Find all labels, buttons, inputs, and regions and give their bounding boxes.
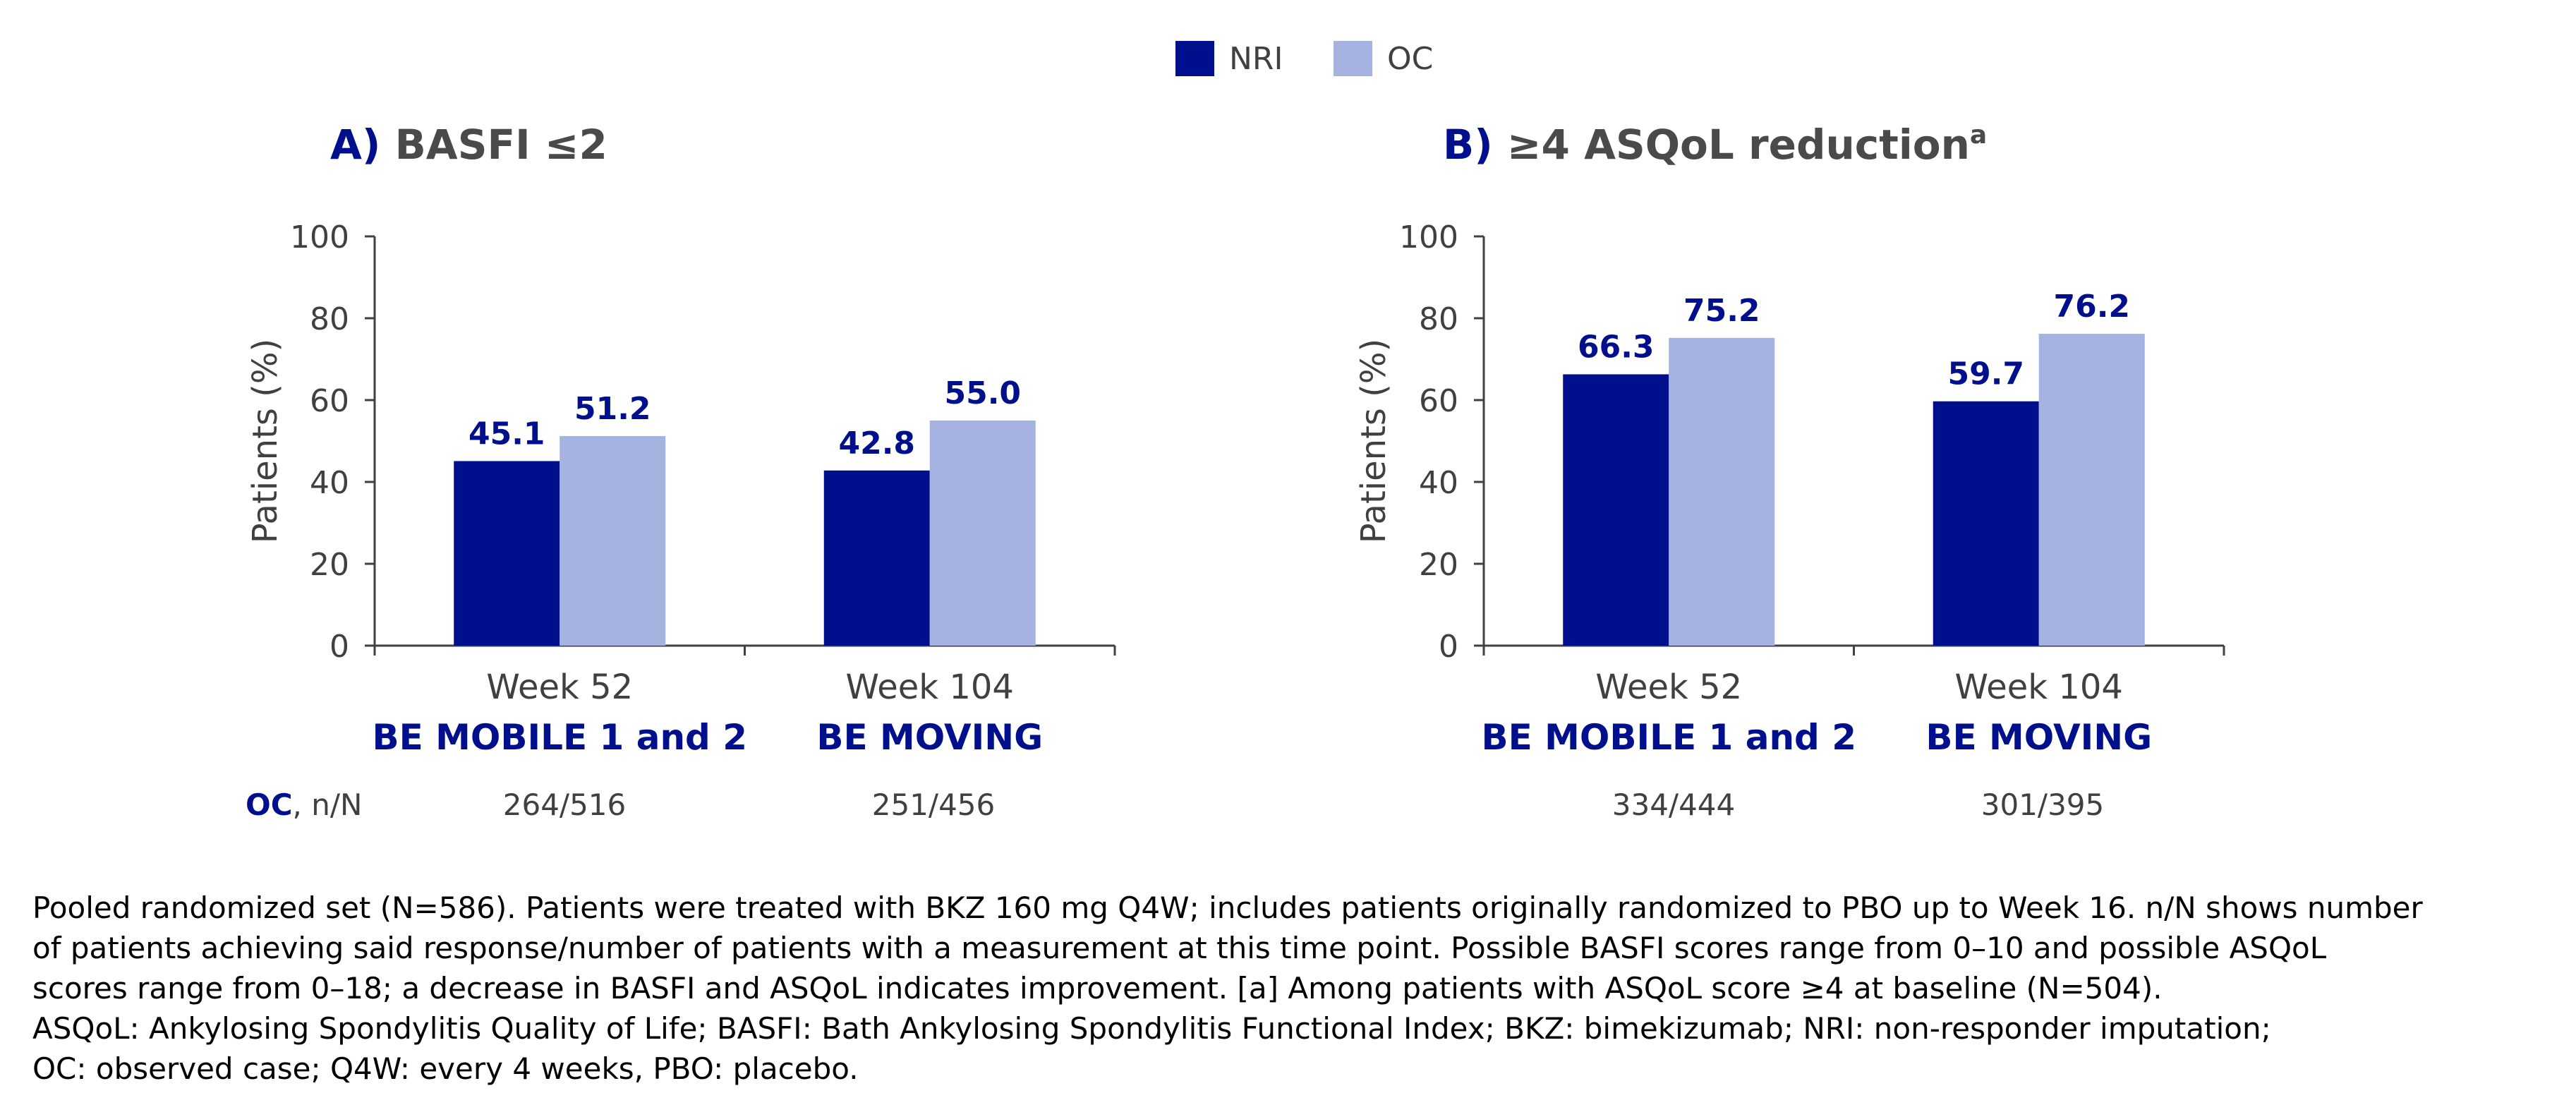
legend: NRI OC	[1175, 41, 1433, 77]
y-tick-label: 40	[1419, 465, 1458, 501]
y-tick-label: 60	[1419, 383, 1458, 419]
footnote-line: Pooled randomized set (N=586). Patients …	[32, 890, 2423, 925]
oc-count: 264/516	[503, 787, 626, 822]
panel-letter: B)	[1443, 121, 1507, 169]
footnote-line: ASQoL: Ankylosing Spondylitis Quality of…	[32, 1011, 2271, 1046]
category-group-label: BE MOBILE 1 and 2	[372, 717, 747, 758]
y-tick-label: 0	[1439, 629, 1458, 665]
panel-a-chart: A) BASFI ≤2 Patients (%) 0 20 40 60 80 100 45.1 5…	[246, 121, 1116, 758]
footnote-line: scores range from 0–18; a decrease in BA…	[32, 971, 2163, 1006]
y-tick-label: 0	[329, 629, 349, 665]
footnote-line: of patients achieving said response/numb…	[32, 931, 2327, 965]
y-tick-label: 80	[310, 301, 349, 337]
oc-count: 251/456	[872, 787, 995, 822]
legend-label-nri: NRI	[1229, 41, 1283, 77]
y-axis-label: Patients (%)	[1354, 339, 1393, 543]
panel-title: A) BASFI ≤2	[330, 121, 607, 169]
data-label-nri: 66.3	[1578, 329, 1655, 365]
y-tick-label: 100	[1399, 219, 1458, 255]
category-group-label: BE MOBILE 1 and 2	[1481, 717, 1856, 758]
oc-count: 334/444	[1612, 787, 1735, 822]
bar-nri	[454, 461, 560, 646]
bar-nri	[1563, 374, 1669, 646]
x-tick-label: Week 52	[1595, 668, 1742, 707]
category-group-label: BE MOVING	[816, 717, 1043, 758]
panel-title-text: ≥4 ASQoL reduction	[1507, 121, 1970, 169]
y-tick-label: 100	[290, 219, 349, 255]
panel-letter: A)	[330, 121, 395, 169]
data-label-oc: 76.2	[2053, 289, 2130, 325]
x-tick-label: Week 104	[1955, 668, 2123, 707]
legend-swatch-oc	[1334, 41, 1372, 76]
legend-label-oc: OC	[1387, 41, 1433, 77]
data-label-nri: 59.7	[1947, 356, 2024, 392]
y-tick-label: 40	[310, 465, 349, 501]
y-tick-label: 60	[310, 383, 349, 419]
data-label-oc: 51.2	[574, 391, 651, 427]
x-tick-label: Week 104	[846, 668, 1014, 707]
bar-nri	[823, 470, 930, 646]
data-label-nri: 45.1	[468, 416, 545, 452]
bar-oc	[560, 436, 666, 646]
data-label-oc: 55.0	[944, 375, 1021, 411]
panel-b-chart: B) ≥4 ASQoL reductiona Patients (%) 0 20 40 6…	[1354, 121, 2225, 758]
x-tick-label: Week 52	[486, 668, 633, 707]
bar-oc	[1669, 337, 1775, 646]
counts-row-label: OC, n/N	[246, 787, 362, 822]
y-axis-label: Patients (%)	[246, 339, 285, 543]
counts-row-label-rest: , n/N	[293, 787, 363, 822]
counts-row-label-bold: OC	[246, 787, 293, 822]
panel-title: B) ≥4 ASQoL reductiona	[1443, 121, 1987, 169]
panel-title-superscript: a	[1970, 121, 1987, 150]
footnote-line: OC: observed case; Q4W: every 4 weeks, P…	[32, 1051, 859, 1086]
y-tick-label: 80	[1419, 301, 1458, 337]
legend-swatch-nri	[1175, 41, 1214, 76]
bar-nri	[1933, 401, 2039, 646]
y-tick-label: 20	[1419, 547, 1458, 583]
oc-count: 301/395	[1981, 787, 2104, 822]
data-label-oc: 75.2	[1683, 293, 1760, 329]
category-group-label: BE MOVING	[1925, 717, 2152, 758]
y-tick-label: 20	[310, 547, 349, 583]
panel-title-text: BASFI ≤2	[395, 121, 607, 169]
footnote: Pooled randomized set (N=586). Patients …	[32, 888, 2558, 1089]
bar-oc	[2038, 334, 2145, 646]
data-label-nri: 42.8	[838, 425, 915, 461]
bar-oc	[929, 421, 1036, 646]
oc-counts-row: 264/516 251/456 334/444 301/395 OC, n/N	[246, 787, 2104, 822]
